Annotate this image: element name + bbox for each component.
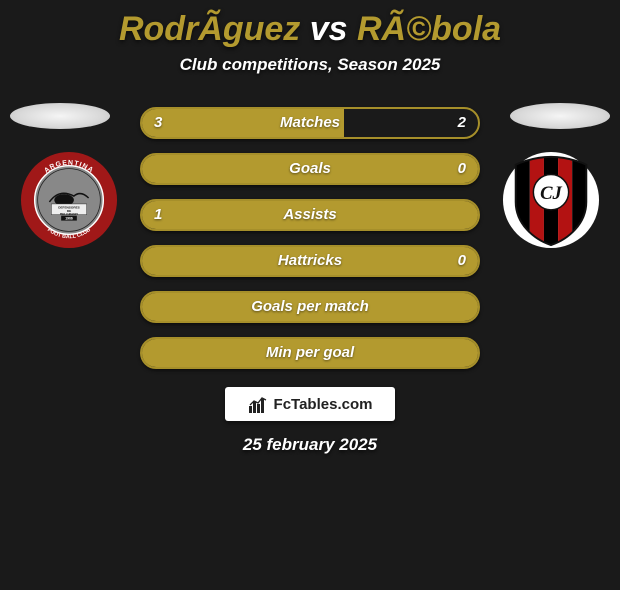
stat-label: Goals xyxy=(142,155,478,183)
stat-bars: 3Matches2Goals01AssistsHattricks0Goals p… xyxy=(140,107,480,369)
svg-text:CJ: CJ xyxy=(540,183,562,204)
stat-value-right: 0 xyxy=(458,155,466,183)
player1-photo-placeholder xyxy=(10,103,110,129)
stat-row-min-per-goal: Min per goal xyxy=(140,337,480,369)
date-label: 25 february 2025 xyxy=(0,435,620,455)
stat-row-matches: 3Matches2 xyxy=(140,107,480,139)
stat-row-assists: 1Assists xyxy=(140,199,480,231)
stat-label: Min per goal xyxy=(142,339,478,367)
stat-label: Assists xyxy=(142,201,478,229)
stat-row-goals: Goals0 xyxy=(140,153,480,185)
defensores-badge-icon: ARGENTINA FOOT BALL CLUB DEFENSORES DE B… xyxy=(20,151,118,249)
player2-name: RÃ©bola xyxy=(357,10,501,48)
svg-text:BELGRANO: BELGRANO xyxy=(60,212,78,216)
subtitle: Club competitions, Season 2025 xyxy=(0,55,620,75)
player2-photo-placeholder xyxy=(510,103,610,129)
watermark-text: FcTables.com xyxy=(274,396,373,413)
stat-row-hattricks: Hattricks0 xyxy=(140,245,480,277)
stat-row-goals-per-match: Goals per match xyxy=(140,291,480,323)
stat-label: Hattricks xyxy=(142,247,478,275)
stat-label: Goals per match xyxy=(142,293,478,321)
player1-club-badge: ARGENTINA FOOT BALL CLUB DEFENSORES DE B… xyxy=(20,151,118,249)
stat-value-right: 2 xyxy=(458,109,466,137)
vs-label: vs xyxy=(310,10,348,48)
player1-name: RodrÃ­guez xyxy=(119,10,300,48)
svg-text:1906: 1906 xyxy=(65,217,73,221)
comparison-title: RodrÃ­guez vs RÃ©bola xyxy=(0,10,620,49)
fctables-logo-icon xyxy=(248,394,268,414)
stat-label: Matches xyxy=(142,109,478,137)
chacarita-badge-icon: CJ xyxy=(502,151,600,249)
player2-club-badge: CJ xyxy=(502,151,600,249)
stat-value-right: 0 xyxy=(458,247,466,275)
fctables-watermark: FcTables.com xyxy=(225,387,395,421)
comparison-main: ARGENTINA FOOT BALL CLUB DEFENSORES DE B… xyxy=(0,107,620,369)
